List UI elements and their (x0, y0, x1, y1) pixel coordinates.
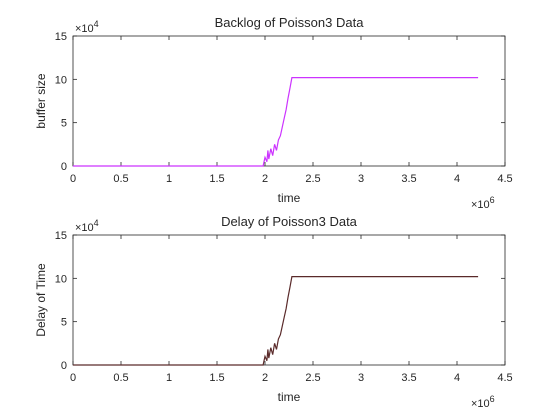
x-tick-label: 3 (358, 173, 364, 185)
y-tick-label: 10 (55, 273, 67, 285)
x-multiplier-base: ×10 (471, 398, 490, 410)
y-multiplier: ×104 (75, 218, 99, 234)
axes-box (72, 234, 506, 366)
series-line (73, 76, 479, 167)
x-tick-label: 4 (454, 372, 460, 384)
y-tick-label: 15 (55, 31, 67, 43)
x-tick-label: 3.5 (401, 173, 416, 185)
y-tick-label: 5 (61, 317, 67, 329)
x-multiplier-exp: 6 (490, 195, 495, 205)
x-tick-label: 3.5 (401, 372, 416, 384)
y-tick-label: 5 (61, 118, 67, 130)
y-multiplier-base: ×10 (75, 222, 94, 234)
x-multiplier: ×106 (471, 195, 495, 211)
x-tick-label: 4.5 (497, 173, 512, 185)
y-multiplier: ×104 (75, 19, 99, 35)
subplot-1: 0 0.5 1 1.5 2 2.5 3 3.5 4 4.5051015×104×106Backlo… (34, 15, 513, 211)
x-multiplier-base: ×10 (471, 199, 490, 211)
x-tick-label: 1 (166, 173, 172, 185)
y-tick-label: 10 (55, 74, 67, 86)
x-multiplier: ×106 (471, 394, 495, 410)
x-tick-label: 2 (262, 173, 268, 185)
x-multiplier-exp: 6 (490, 394, 495, 404)
x-tick-label: 2.5 (305, 372, 320, 384)
x-tick-label: 0 (70, 173, 76, 185)
x-tick-label: 1.5 (209, 372, 224, 384)
chart-title: Backlog of Poisson3 Data (215, 15, 365, 30)
chart-title: Delay of Poisson3 Data (221, 214, 358, 229)
y-multiplier-exp: 4 (94, 19, 99, 29)
x-tick-label: 4 (454, 173, 460, 185)
x-tick-label: 1 (166, 372, 172, 384)
y-tick-label: 0 (61, 161, 67, 173)
x-tick-label: 2.5 (305, 173, 320, 185)
axes-box (72, 35, 506, 167)
x-axis-label: time (278, 191, 301, 205)
x-tick-label: 2 (262, 372, 268, 384)
x-tick-label: 4.5 (497, 372, 512, 384)
subplot-2: 0 0.5 1 1.5 2 2.5 3 3.5 4 4.5051015×104×106Delay … (34, 214, 513, 410)
series-line (73, 276, 479, 366)
x-axis-label: time (278, 390, 301, 404)
y-tick-label: 0 (61, 360, 67, 372)
y-axis-label: buffer size (34, 73, 48, 128)
x-tick-label: 3 (358, 372, 364, 384)
x-tick-label: 0.5 (113, 173, 128, 185)
x-tick-label: 0.5 (113, 372, 128, 384)
y-multiplier-base: ×10 (75, 23, 94, 35)
y-axis-label: Delay of Time (34, 263, 48, 337)
y-multiplier-exp: 4 (94, 218, 99, 228)
x-tick-label: 1.5 (209, 173, 224, 185)
y-tick-label: 15 (55, 230, 67, 242)
x-tick-label: 0 (70, 372, 76, 384)
